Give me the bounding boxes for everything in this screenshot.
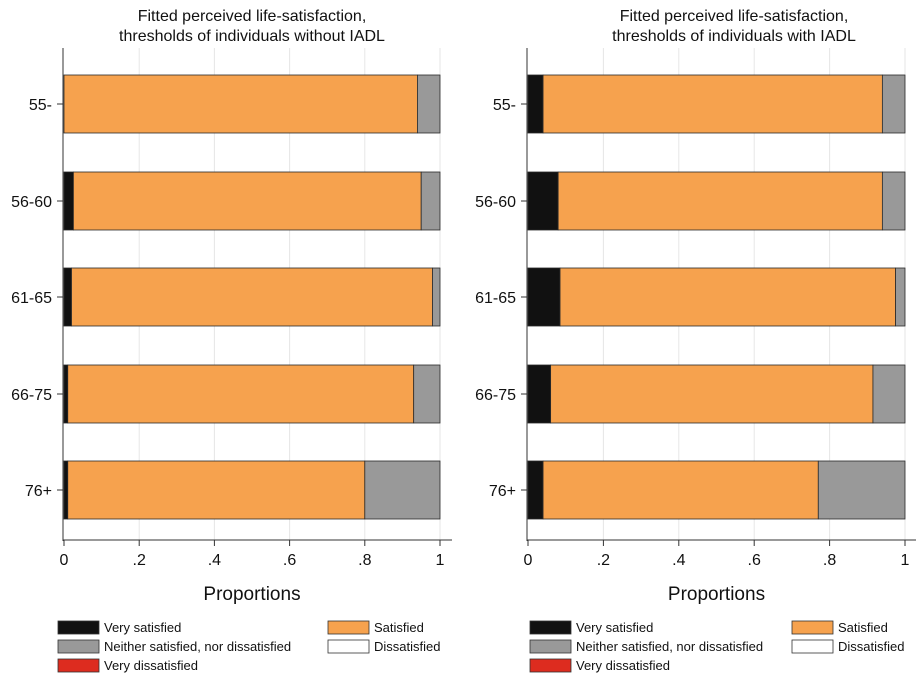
legend-swatch-satisfied: [791, 620, 834, 635]
legend-label-dissatisfied: Dissatisfied: [374, 639, 440, 654]
bar-55-satisfied: [63, 74, 418, 134]
bar-56-60-very-satisfied: [527, 171, 559, 231]
x-tick-label-1: .2: [133, 552, 146, 569]
category-label-56-60: 56-60: [475, 194, 516, 211]
right-panel-with-iadl: Fitted perceived life-satisfaction, thres…: [475, 8, 916, 673]
bar-56-60-satisfied: [73, 171, 422, 231]
bar-56-60-satisfied: [557, 171, 883, 231]
chart-title-line-1: Fitted perceived life-satisfaction,: [138, 8, 367, 25]
category-label-66-75: 66-75: [475, 387, 516, 404]
legend-swatch-very-dissatisfied: [529, 658, 572, 673]
category-label-61-65: 61-65: [11, 290, 52, 307]
x-tick-label-1: .2: [597, 552, 610, 569]
x-tick-label-0: 0: [60, 552, 69, 569]
x-tick-label-5: 1: [901, 552, 910, 569]
bar-66-75-satisfied: [550, 364, 874, 424]
bar-55-neither-satisfied-nor-dissatisfied: [417, 74, 441, 134]
bar-76-very-satisfied: [527, 460, 544, 520]
chart-title-line-2: thresholds of individuals without IADL: [119, 28, 385, 45]
legend-swatch-very-dissatisfied: [57, 658, 100, 673]
legend-swatch-very-satisfied: [529, 620, 572, 635]
x-tick-label-2: .4: [672, 552, 685, 569]
legend-label-dissatisfied: Dissatisfied: [838, 639, 904, 654]
bar-55-very-satisfied: [527, 74, 544, 134]
left-panel-without-iadl: Fitted perceived life-satisfaction, thres…: [11, 8, 452, 673]
legend-swatch-neither-satisfied-nor-dissatisfied: [529, 639, 572, 654]
bar-61-65-neither-satisfied-nor-dissatisfied: [432, 267, 441, 327]
legend-label-satisfied: Satisfied: [374, 620, 424, 635]
bar-55-satisfied: [542, 74, 883, 134]
category-label-61-65: 61-65: [475, 290, 516, 307]
bar-76-satisfied: [542, 460, 819, 520]
bar-76-neither-satisfied-nor-dissatisfied: [364, 460, 441, 520]
legend-swatch-dissatisfied: [791, 639, 834, 654]
bar-66-75-satisfied: [67, 364, 415, 424]
x-tick-label-5: 1: [436, 552, 445, 569]
bar-76-satisfied: [67, 460, 366, 520]
x-tick-label-2: .4: [208, 552, 221, 569]
x-tick-label-4: .8: [358, 552, 371, 569]
legend-label-neither-satisfied-nor-dissatisfied: Neither satisfied, nor dissatisfied: [576, 639, 763, 654]
legend-swatch-satisfied: [327, 620, 370, 635]
bar-66-75-very-satisfied: [527, 364, 552, 424]
bar-61-65-neither-satisfied-nor-dissatisfied: [895, 267, 906, 327]
legend-label-satisfied: Satisfied: [838, 620, 888, 635]
category-label-76: 76+: [489, 483, 516, 500]
legend-label-very-satisfied: Very satisfied: [104, 620, 181, 635]
bar-76-very-satisfied: [63, 460, 69, 520]
bar-66-75-neither-satisfied-nor-dissatisfied: [413, 364, 441, 424]
bar-56-60-neither-satisfied-nor-dissatisfied: [881, 171, 906, 231]
x-tick-label-4: .8: [823, 552, 836, 569]
bar-66-75-very-satisfied: [63, 364, 69, 424]
bar-61-65-satisfied: [71, 267, 433, 327]
category-label-55: 55-: [29, 97, 52, 114]
category-label-56-60: 56-60: [11, 194, 52, 211]
bar-55-neither-satisfied-nor-dissatisfied: [881, 74, 906, 134]
legend-label-very-satisfied: Very satisfied: [576, 620, 653, 635]
bar-66-75-neither-satisfied-nor-dissatisfied: [872, 364, 906, 424]
chart-title-line-1: Fitted perceived life-satisfaction,: [620, 8, 849, 25]
x-tick-label-0: 0: [524, 552, 533, 569]
x-axis-label: Proportions: [668, 584, 765, 605]
bar-76-neither-satisfied-nor-dissatisfied: [817, 460, 906, 520]
chart-title-line-2: thresholds of individuals with IADL: [612, 28, 856, 45]
category-label-66-75: 66-75: [11, 387, 52, 404]
legend-swatch-very-satisfied: [57, 620, 100, 635]
legend-swatch-dissatisfied: [327, 639, 370, 654]
x-tick-label-3: .6: [283, 552, 296, 569]
bar-56-60-neither-satisfied-nor-dissatisfied: [420, 171, 441, 231]
legend-label-neither-satisfied-nor-dissatisfied: Neither satisfied, nor dissatisfied: [104, 639, 291, 654]
category-label-76: 76+: [25, 483, 52, 500]
x-tick-label-3: .6: [748, 552, 761, 569]
bar-56-60-very-satisfied: [63, 171, 74, 231]
bar-61-65-very-satisfied: [63, 267, 72, 327]
bar-61-65-very-satisfied: [527, 267, 561, 327]
x-axis-label: Proportions: [203, 584, 300, 605]
category-label-55: 55-: [493, 97, 516, 114]
legend-label-very-dissatisfied: Very dissatisfied: [104, 658, 198, 673]
bar-61-65-satisfied: [559, 267, 896, 327]
legend-swatch-neither-satisfied-nor-dissatisfied: [57, 639, 100, 654]
legend-label-very-dissatisfied: Very dissatisfied: [576, 658, 670, 673]
